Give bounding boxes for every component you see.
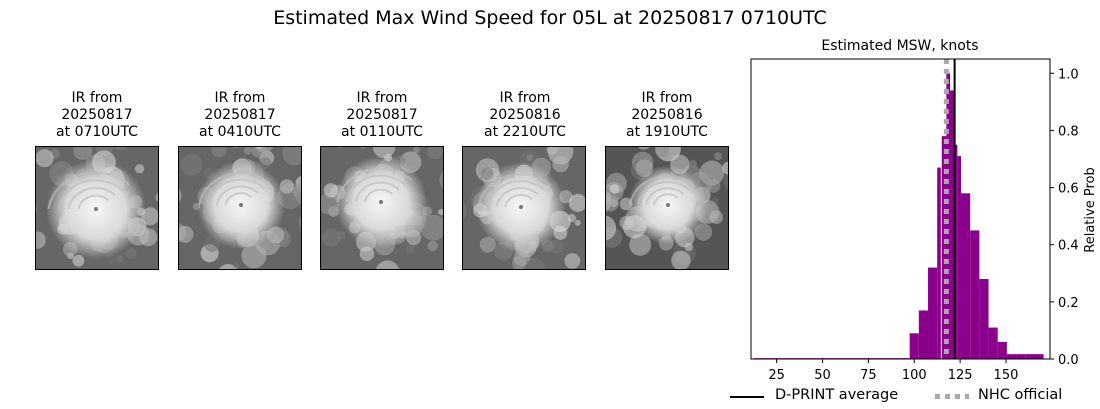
y-tick-label: 1.0	[1058, 67, 1079, 82]
ir-caption-time: at 2210UTC	[484, 124, 566, 140]
histogram-bar	[1016, 354, 1026, 359]
x-tick-label: 125	[948, 368, 973, 383]
ir-panel-4: IR from 20250816 at 2210UTC	[450, 90, 600, 270]
histogram-bar	[1025, 354, 1035, 359]
histogram-bar	[997, 341, 1007, 359]
ir-caption-time: at 0410UTC	[199, 124, 281, 140]
ir-caption-4: IR from 20250816 at 2210UTC	[450, 90, 600, 141]
y-tick-label: 0.2	[1058, 296, 1079, 311]
ir-caption-5: IR from 20250816 at 1910UTC	[592, 90, 742, 141]
histogram-bar	[918, 310, 929, 359]
x-tick-label: 150	[994, 368, 1019, 383]
histogram-bar	[1034, 354, 1044, 359]
figure-title: Estimated Max Wind Speed for 05L at 2025…	[273, 7, 827, 29]
histogram-bar	[957, 156, 962, 359]
histogram-bar	[937, 167, 941, 359]
x-tick-label: 75	[860, 368, 877, 383]
histogram-bar	[979, 279, 989, 359]
ir-panel-5: IR from 20250816 at 1910UTC	[592, 90, 742, 270]
histogram-bar	[988, 327, 998, 359]
ir-caption-time: at 0110UTC	[341, 124, 423, 140]
plot-frame	[750, 58, 1051, 360]
histogram-bar	[946, 73, 951, 359]
ir-panel-2: IR from 20250817 at 0410UTC	[165, 90, 315, 270]
chart-title: Estimated MSW, knots	[821, 38, 978, 54]
ir-caption-date: 20250817	[346, 107, 418, 123]
histogram-bar	[1006, 354, 1017, 359]
ir-caption-2: IR from 20250817 at 0410UTC	[165, 90, 315, 141]
ir-panel-3: IR from 20250817 at 0110UTC	[307, 90, 457, 270]
ir-cloud-imagery	[463, 147, 585, 269]
y-axis-label: Relative Prob	[1083, 167, 1098, 252]
histogram-bar	[909, 333, 919, 359]
ir-satellite-image	[35, 146, 159, 270]
ir-satellite-image	[605, 146, 729, 270]
ir-caption-line: IR from	[214, 90, 266, 106]
ir-caption-line: IR from	[356, 90, 408, 106]
ir-caption-date: 20250816	[489, 107, 561, 123]
ir-caption-time: at 1910UTC	[626, 124, 708, 140]
nhc-legend-label: NHC official	[978, 387, 1063, 403]
ir-cloud-imagery	[179, 147, 301, 269]
ir-caption-3: IR from 20250817 at 0110UTC	[307, 90, 457, 141]
ir-satellite-image	[462, 146, 586, 270]
y-tick-label: 0.8	[1058, 124, 1079, 139]
histogram-bar	[941, 136, 948, 359]
dprint-legend-label: D-PRINT average	[775, 387, 899, 403]
y-tick-label: 0.4	[1058, 239, 1079, 254]
histogram-bar	[961, 193, 971, 359]
ir-caption-line: IR from	[641, 90, 693, 106]
histogram-bars	[753, 73, 1044, 360]
ir-caption-1: IR from 20250817 at 0710UTC	[22, 90, 172, 141]
ir-caption-line: IR from	[71, 90, 123, 106]
histogram-bar	[970, 230, 980, 359]
histogram-bar	[928, 267, 938, 359]
ir-caption-line: IR from	[499, 90, 551, 106]
ir-caption-date: 20250816	[631, 107, 703, 123]
ir-caption-time: at 0710UTC	[56, 124, 138, 140]
ir-cloud-imagery	[321, 147, 443, 269]
ir-caption-date: 20250817	[204, 107, 276, 123]
ir-panel-1: IR from 20250817 at 0710UTC	[22, 90, 172, 270]
y-tick-label: 0.6	[1058, 182, 1079, 197]
x-tick-label: 25	[768, 368, 785, 383]
ir-satellite-image	[320, 146, 444, 270]
x-tick-label: 50	[814, 368, 831, 383]
y-tick-label: 0.0	[1058, 353, 1079, 368]
y-axis-ticks: 0.0 0.2 0.4 0.6 0.8 1.0	[1050, 67, 1079, 368]
x-tick-label: 100	[902, 368, 927, 383]
ir-satellite-image	[178, 146, 302, 270]
dprint-legend-swatch	[730, 396, 764, 398]
nhc-legend-swatch	[935, 394, 969, 399]
ir-cloud-imagery	[36, 147, 158, 269]
ir-cloud-imagery	[606, 147, 728, 269]
ir-caption-date: 20250817	[61, 107, 133, 123]
histogram-bar	[950, 90, 954, 360]
x-axis-ticks: 25 50 75 100 125 150	[768, 359, 1018, 383]
